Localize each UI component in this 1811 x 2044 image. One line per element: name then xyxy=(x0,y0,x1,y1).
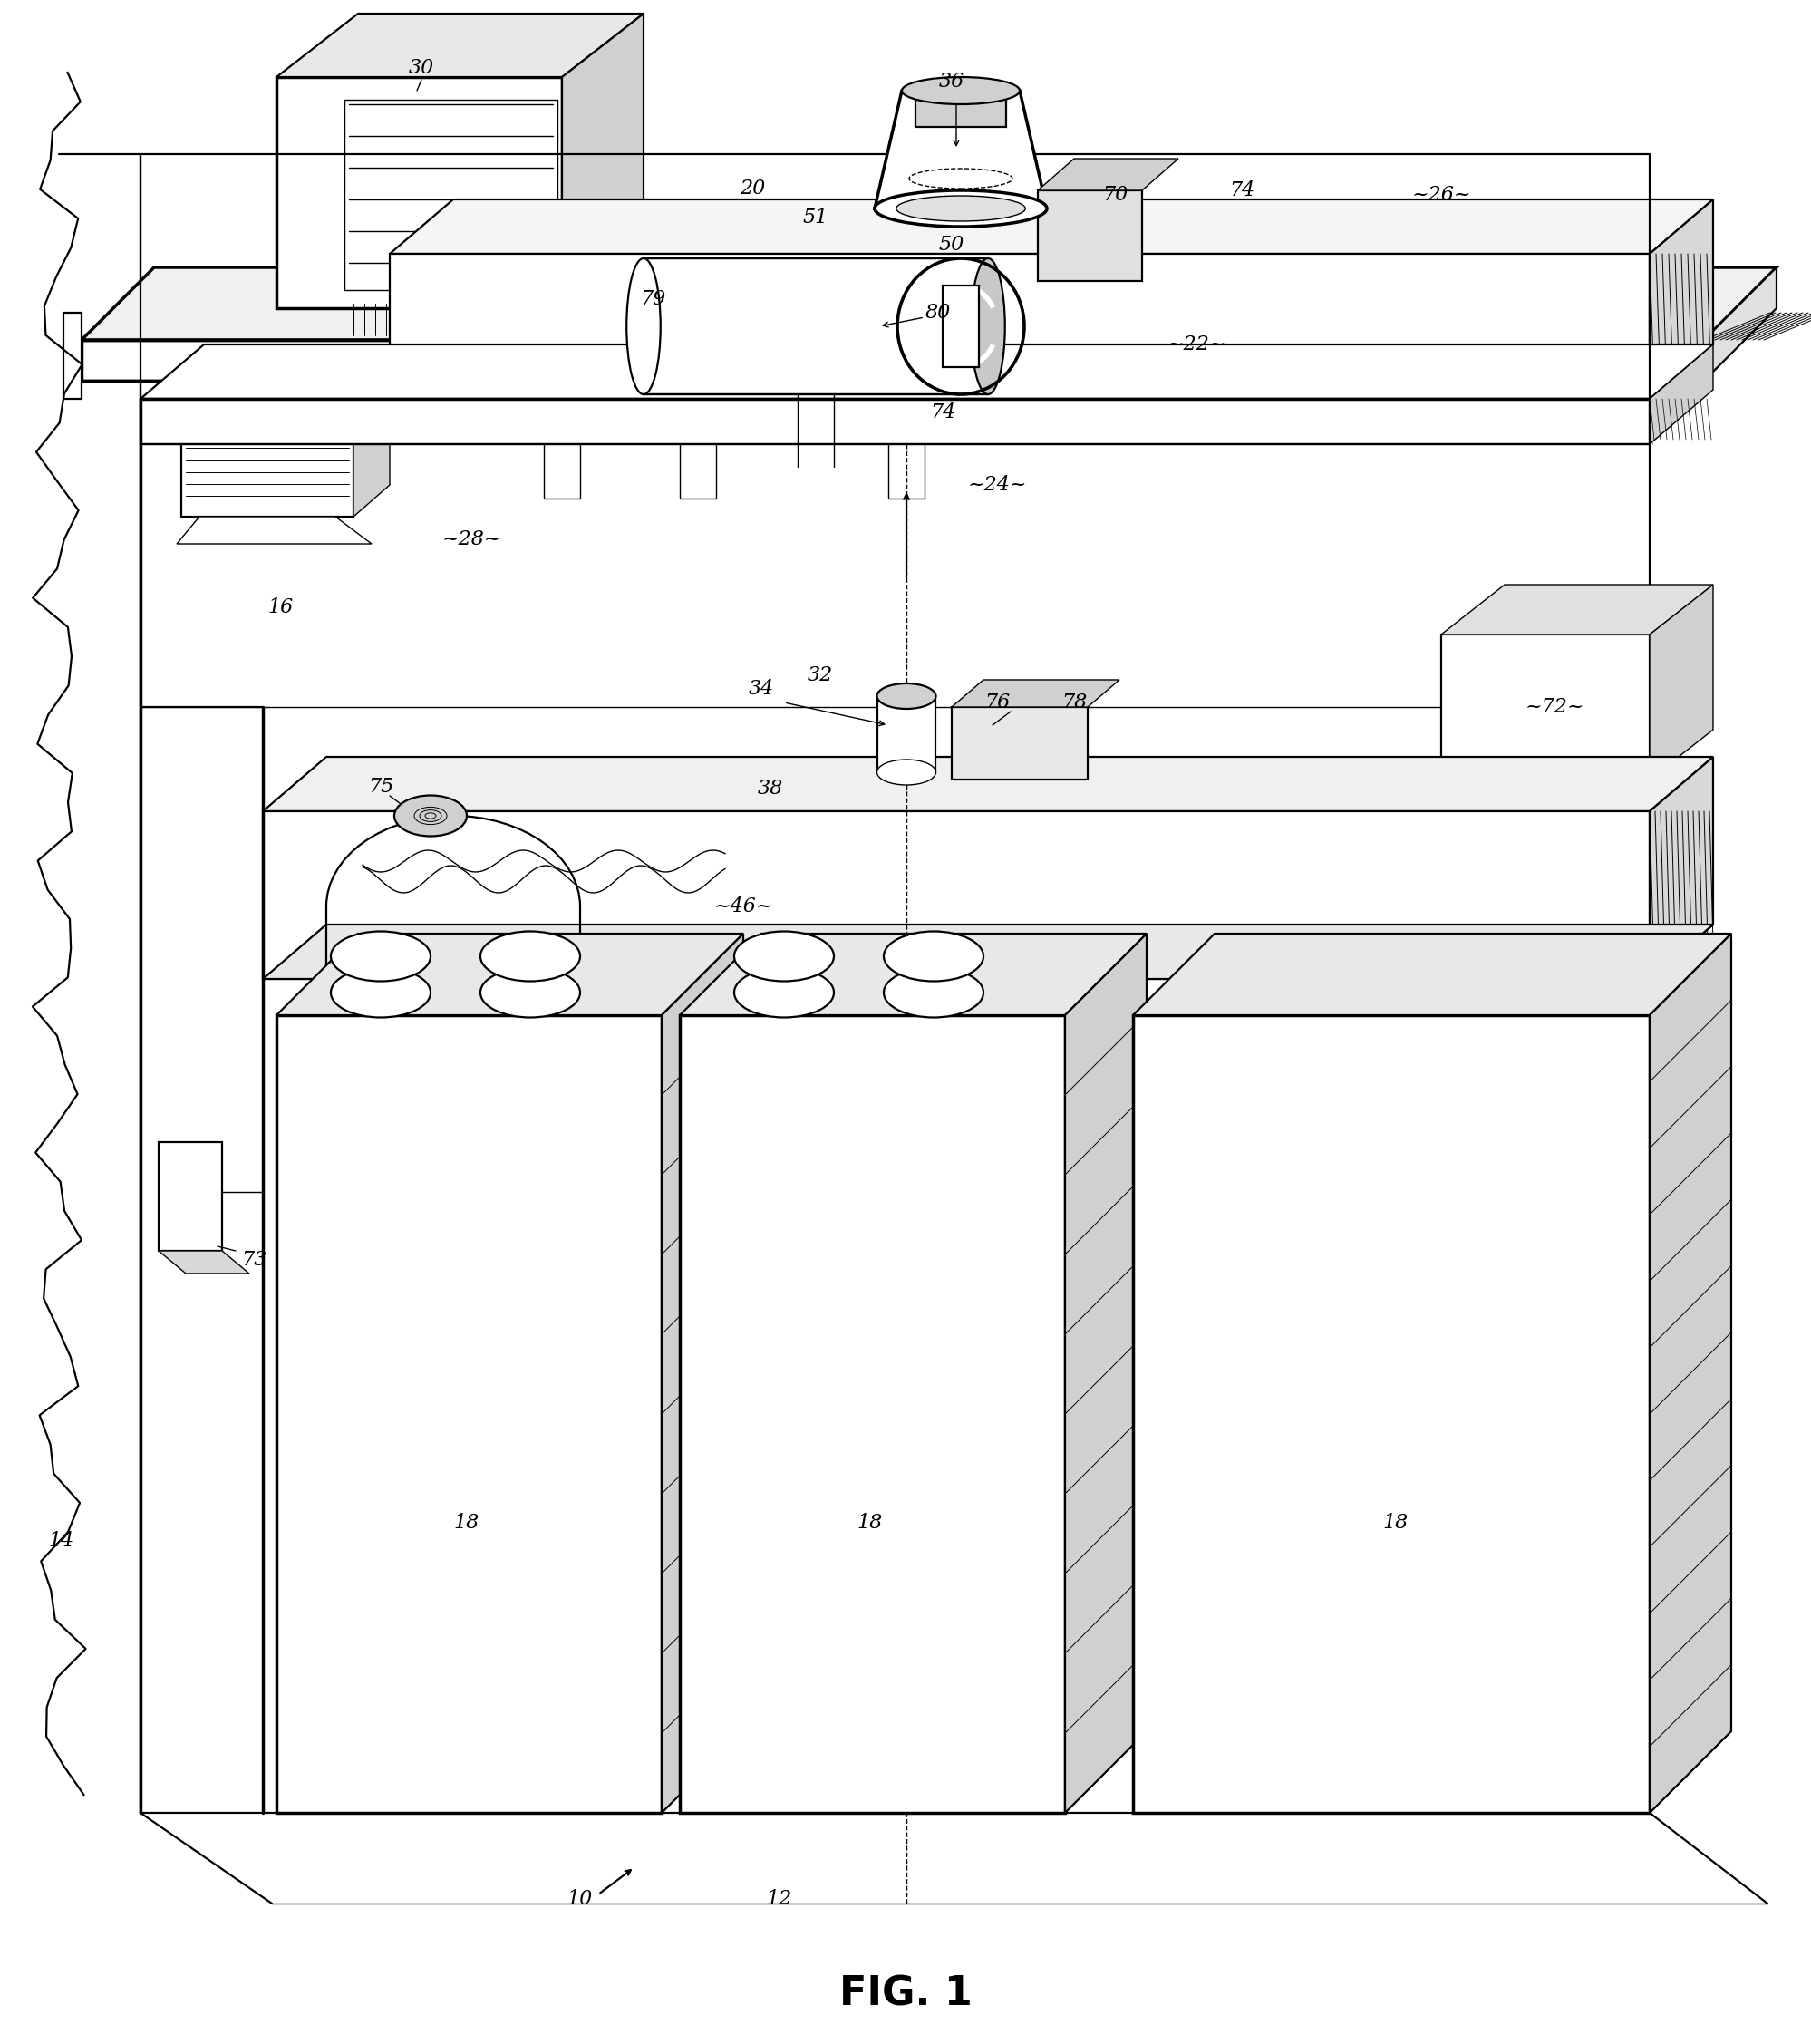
Text: 78: 78 xyxy=(1061,693,1087,713)
Polygon shape xyxy=(159,1143,223,1251)
Polygon shape xyxy=(277,14,643,78)
Polygon shape xyxy=(389,253,1650,399)
Polygon shape xyxy=(661,934,743,1813)
Polygon shape xyxy=(81,268,1777,339)
Ellipse shape xyxy=(884,932,983,981)
Polygon shape xyxy=(277,1016,661,1813)
Polygon shape xyxy=(141,345,1713,399)
Text: 74: 74 xyxy=(1230,180,1255,200)
Polygon shape xyxy=(177,517,371,544)
Polygon shape xyxy=(1650,200,1713,399)
Ellipse shape xyxy=(480,932,580,981)
Polygon shape xyxy=(81,339,1704,380)
Ellipse shape xyxy=(480,967,580,1018)
Polygon shape xyxy=(953,681,1119,707)
Text: 51: 51 xyxy=(802,208,829,227)
Text: 18: 18 xyxy=(1384,1513,1409,1533)
Text: 75: 75 xyxy=(368,777,393,797)
Polygon shape xyxy=(643,258,989,394)
Text: ~46~: ~46~ xyxy=(714,897,773,916)
Ellipse shape xyxy=(627,258,661,394)
Text: 10: 10 xyxy=(567,1889,592,1909)
Polygon shape xyxy=(1442,585,1713,634)
Text: 36: 36 xyxy=(938,72,965,92)
Polygon shape xyxy=(944,286,980,368)
Polygon shape xyxy=(181,403,353,517)
Text: 20: 20 xyxy=(739,178,764,198)
Polygon shape xyxy=(561,14,643,309)
Polygon shape xyxy=(263,811,1650,979)
Polygon shape xyxy=(389,200,1713,253)
Text: FIG. 1: FIG. 1 xyxy=(838,1975,973,2013)
Text: 18: 18 xyxy=(455,1513,480,1533)
Text: 18: 18 xyxy=(857,1513,884,1533)
Polygon shape xyxy=(277,78,561,309)
Polygon shape xyxy=(887,444,925,499)
Ellipse shape xyxy=(331,932,431,981)
Polygon shape xyxy=(1650,756,1713,979)
Polygon shape xyxy=(277,934,743,1016)
Text: 79: 79 xyxy=(639,288,665,309)
Text: 12: 12 xyxy=(766,1889,793,1909)
Ellipse shape xyxy=(902,78,1020,104)
Ellipse shape xyxy=(331,967,431,1018)
Ellipse shape xyxy=(896,196,1025,221)
Polygon shape xyxy=(877,697,936,773)
Polygon shape xyxy=(159,1251,250,1273)
Ellipse shape xyxy=(971,258,1005,394)
Polygon shape xyxy=(1704,268,1777,380)
Text: 16: 16 xyxy=(268,597,293,617)
Text: 32: 32 xyxy=(808,664,833,685)
Polygon shape xyxy=(916,90,1007,127)
Ellipse shape xyxy=(733,967,833,1018)
Ellipse shape xyxy=(875,190,1047,227)
Text: 70: 70 xyxy=(1103,184,1128,204)
Text: ~72~: ~72~ xyxy=(1525,697,1585,717)
Polygon shape xyxy=(1038,190,1143,280)
Polygon shape xyxy=(141,399,1650,444)
Polygon shape xyxy=(543,444,580,499)
Polygon shape xyxy=(353,372,389,517)
Polygon shape xyxy=(1134,1016,1650,1813)
Ellipse shape xyxy=(884,967,983,1018)
Polygon shape xyxy=(263,756,1713,811)
Polygon shape xyxy=(1038,159,1179,190)
Text: 34: 34 xyxy=(748,679,773,699)
Text: 73: 73 xyxy=(241,1251,266,1269)
Polygon shape xyxy=(1650,585,1713,779)
Text: ~26~: ~26~ xyxy=(1411,184,1471,204)
Text: ~28~: ~28~ xyxy=(442,529,502,550)
Ellipse shape xyxy=(733,932,833,981)
Polygon shape xyxy=(63,313,81,399)
Text: 74: 74 xyxy=(929,403,956,423)
Ellipse shape xyxy=(877,760,936,785)
Text: ~24~: ~24~ xyxy=(967,474,1027,495)
Polygon shape xyxy=(1650,934,1731,1813)
Polygon shape xyxy=(1134,934,1731,1016)
Ellipse shape xyxy=(877,683,936,709)
Polygon shape xyxy=(263,924,1713,979)
Text: 30: 30 xyxy=(409,57,435,78)
Text: ~22~: ~22~ xyxy=(1166,335,1226,354)
Text: 38: 38 xyxy=(757,779,782,799)
Text: 80: 80 xyxy=(925,303,951,323)
Polygon shape xyxy=(953,707,1088,779)
Polygon shape xyxy=(1650,345,1713,444)
Polygon shape xyxy=(1442,634,1650,779)
Polygon shape xyxy=(679,1016,1065,1813)
Polygon shape xyxy=(1065,934,1146,1813)
Text: 76: 76 xyxy=(983,693,1011,713)
Polygon shape xyxy=(181,372,389,403)
Text: 14: 14 xyxy=(49,1531,74,1551)
Text: 50: 50 xyxy=(938,235,965,255)
Polygon shape xyxy=(679,934,1146,1016)
Polygon shape xyxy=(875,90,1047,208)
Ellipse shape xyxy=(395,795,467,836)
Polygon shape xyxy=(679,444,715,499)
